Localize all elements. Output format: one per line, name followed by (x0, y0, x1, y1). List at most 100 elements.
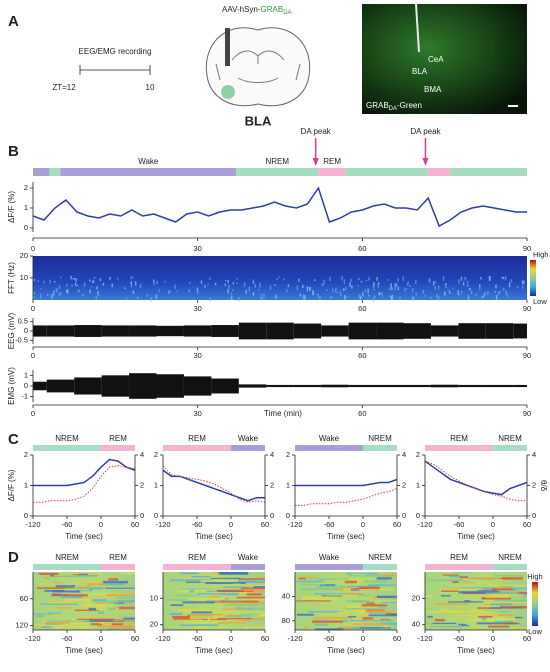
heatmap-cell (459, 576, 468, 579)
spectrogram-cell (91, 280, 94, 284)
spectrogram-cell (46, 294, 49, 296)
heatmap-cell (337, 627, 353, 630)
spectrogram-cell (358, 278, 360, 280)
state-label: REM (109, 553, 127, 562)
spectrogram-cell (124, 287, 126, 289)
heatmap-cell (302, 598, 331, 601)
spectrogram-cell (346, 296, 348, 298)
spectrogram-cell (225, 280, 227, 282)
heatmap-cell (473, 578, 491, 580)
x-tick-label: -120 (287, 520, 302, 529)
heatmap-cell (36, 615, 45, 617)
heatmap-cell (344, 580, 357, 584)
heatmap-cell (108, 607, 117, 611)
spectrogram-cell (462, 281, 465, 286)
y2-tick-label: 2 (402, 480, 406, 489)
spectrogram-cell (358, 293, 361, 299)
heatmap-cell (86, 582, 106, 586)
heatmap-cell (38, 583, 58, 585)
spectrogram-cell (343, 279, 346, 284)
spectrogram-cell (329, 276, 331, 282)
spectrogram-cell (116, 277, 119, 280)
heatmap-cell (118, 606, 135, 610)
state-segment (33, 168, 50, 176)
spectrogram-cell (263, 293, 265, 298)
heatmap-cell (224, 584, 265, 586)
heatmap-cell (110, 626, 135, 629)
heatmap-cell (351, 580, 388, 583)
heatmap-cell (321, 602, 335, 605)
signal-envelope (101, 375, 130, 397)
state-label: NREM (55, 553, 79, 562)
heatmap-cell (316, 585, 346, 588)
spectrogram-cell (66, 289, 69, 294)
spectrogram-cell (60, 276, 62, 279)
spectrogram-cell (134, 281, 137, 286)
annotation: DA peak (410, 127, 441, 136)
y-tick-label: 40 (412, 620, 420, 629)
heatmap-cell (225, 589, 261, 591)
spectrogram-cell (53, 280, 56, 283)
heatmap-cell (330, 618, 343, 621)
sensor-sub: DA (283, 10, 291, 16)
heatmap-cell (187, 598, 225, 600)
spectrogram-cell (257, 288, 260, 291)
y-tick-label: 0.5 (18, 317, 28, 326)
x-axis-label: Time (sec) (327, 532, 365, 541)
panel-letter: D (8, 549, 19, 566)
heatmap-cell (323, 614, 332, 616)
spectrogram-cell (495, 294, 498, 300)
heatmap-cell (189, 590, 194, 593)
panel-letter: A (8, 13, 19, 30)
brain-outline (205, 27, 311, 107)
heatmap-cell (306, 578, 350, 580)
spectrogram-cell (76, 284, 79, 287)
x-tick-label: -60 (62, 520, 73, 529)
signal-envelope (458, 323, 486, 339)
spectrogram-cell (153, 279, 155, 282)
x-axis-label: Time (min) (264, 409, 302, 418)
heatmap-cell (359, 586, 380, 589)
x-tick-label: 90 (523, 351, 531, 360)
x-tick-label: 0 (99, 520, 103, 529)
x-tick-label: -60 (454, 634, 465, 643)
spectrogram-cell (153, 281, 155, 286)
x-tick-label: 30 (193, 304, 201, 313)
spectrogram-cell (252, 279, 255, 284)
signal-envelope (46, 325, 75, 337)
caption-sensor: GRAB (366, 101, 389, 110)
virus-prefix: AAV-hSyn- (222, 5, 261, 14)
heatmap-cell (502, 622, 520, 625)
spectrogram-cell (406, 288, 409, 290)
spectrogram-cell (497, 292, 500, 296)
heatmap-cell (114, 602, 124, 604)
heatmap-cell (443, 610, 485, 613)
annotation-arrowhead (312, 158, 319, 166)
spectrogram-cell (339, 290, 341, 292)
spectrogram-cell (252, 281, 255, 284)
heatmap-cell (487, 625, 509, 628)
spectrogram-cell (466, 280, 469, 284)
spectrogram-cell (176, 290, 178, 292)
heatmap-cell (183, 577, 225, 579)
spectrogram-cell (254, 283, 257, 288)
heatmap-cell (65, 598, 99, 601)
state-label: NREM (498, 553, 522, 562)
spectrogram-cell (298, 278, 300, 282)
heatmap-cell (326, 594, 370, 596)
spectrogram-cell (373, 282, 375, 286)
spectrogram-cell (373, 295, 376, 298)
heatmap-cell (45, 623, 63, 625)
x-tick-label: -120 (155, 634, 170, 643)
signal-envelope (403, 384, 431, 388)
spectrogram-cell (444, 291, 446, 296)
heatmap-cell (199, 594, 221, 596)
state-segment (363, 564, 397, 570)
spectrogram-cell (452, 287, 454, 289)
heatmap-cell (200, 580, 234, 583)
signal-envelope (74, 377, 102, 395)
spectrogram-cell (252, 292, 255, 296)
spectrogram-cell (467, 294, 470, 300)
spectrogram-cell (397, 277, 400, 282)
heatmap-cell (490, 603, 512, 606)
